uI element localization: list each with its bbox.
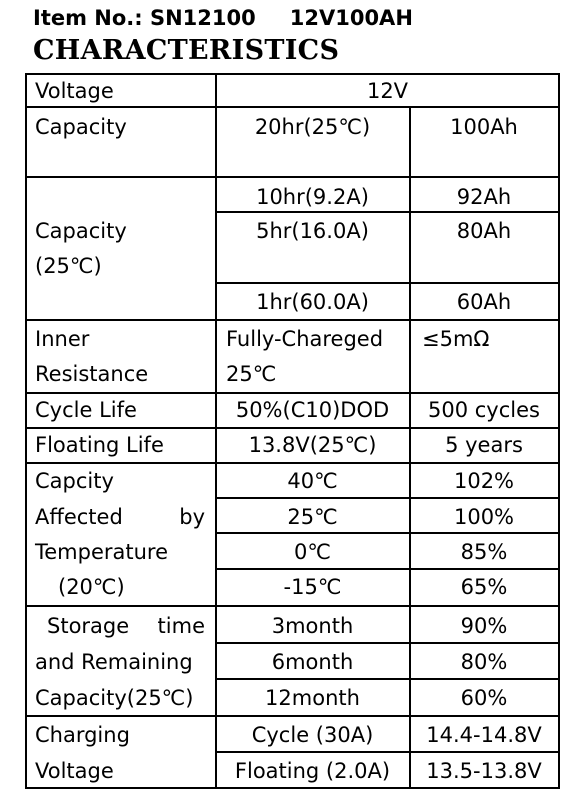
floating-life-value: 5 years	[445, 433, 523, 457]
charging-value: 14.4-14.8V	[426, 723, 542, 747]
item-number: Item No.: SN12100	[33, 6, 256, 30]
floating-life-label: Floating Life	[35, 433, 164, 457]
temperature-condition: 0℃	[294, 540, 331, 564]
capacity25-condition: 5hr(16.0A)	[256, 219, 369, 243]
capacity-label: Capacity	[35, 115, 127, 139]
temperature-value: 65%	[460, 575, 508, 599]
temperature-label-line3: Temperature	[35, 540, 169, 564]
inner-resistance-condition-line1: Fully-Chareged	[226, 327, 384, 351]
row-divider	[25, 392, 560, 394]
storage-condition: 6month	[271, 650, 354, 674]
storage-label-line1: Storage time	[47, 614, 205, 638]
charging-label-line2: Voltage	[35, 759, 114, 783]
temperature-label-line2: Affected by	[35, 505, 205, 529]
charging-condition: Floating (2.0A)	[234, 759, 391, 783]
column-divider	[215, 73, 217, 789]
capacity25-value: 92Ah	[456, 185, 512, 209]
row-divider	[25, 427, 560, 429]
column-divider	[409, 106, 411, 789]
row-divider	[25, 605, 560, 607]
model-spec: 12V100AH	[289, 6, 413, 30]
temperature-label-word: by	[179, 505, 205, 529]
capacity-condition: 20hr(25℃)	[254, 115, 371, 139]
row-divider	[215, 532, 560, 534]
page-title: CHARACTERISTICS	[33, 35, 340, 66]
temperature-label-line1: Capcity	[35, 469, 114, 493]
row-divider	[215, 568, 560, 570]
temperature-value: 85%	[460, 540, 508, 564]
storage-value: 90%	[460, 614, 508, 638]
voltage-label: Voltage	[35, 79, 114, 103]
storage-label-word: time	[157, 614, 205, 638]
capacity-value: 100Ah	[450, 115, 518, 139]
inner-resistance-condition-line2: 25℃	[226, 362, 277, 386]
storage-condition: 3month	[271, 614, 354, 638]
table-border-left	[25, 73, 27, 789]
capacity25-condition: 1hr(60.0A)	[256, 290, 369, 314]
temperature-label-line4: (20℃)	[58, 575, 125, 599]
capacity25-value: 80Ah	[456, 219, 512, 243]
item-number-header: Item No.: SN12100 12V100AH	[33, 6, 413, 30]
temperature-value: 100%	[453, 505, 515, 529]
inner-resistance-label-line1: Inner	[35, 327, 90, 351]
storage-label-word: Storage	[47, 614, 130, 638]
row-divider	[25, 462, 560, 464]
table-border-right	[558, 73, 560, 789]
inner-resistance-value: ≤5mΩ	[422, 327, 490, 351]
row-divider	[215, 751, 560, 753]
temperature-condition: 40℃	[287, 469, 338, 493]
capacity25-condition: 10hr(9.2A)	[256, 185, 369, 209]
temperature-condition: 25℃	[287, 505, 338, 529]
floating-life-condition: 13.8V(25℃)	[248, 433, 377, 457]
row-divider	[25, 715, 560, 717]
inner-resistance-label-line2: Resistance	[35, 362, 149, 386]
row-divider	[215, 678, 560, 680]
row-divider	[215, 642, 560, 644]
storage-condition: 12month	[265, 686, 360, 710]
row-divider	[25, 319, 560, 321]
cycle-life-value: 500 cycles	[428, 398, 540, 422]
table-border-top	[25, 73, 560, 75]
row-divider	[25, 106, 560, 108]
charging-label-line1: Charging	[35, 723, 130, 747]
capacity25-label-line2: (25℃)	[35, 254, 102, 278]
voltage-value: 12V	[366, 79, 409, 103]
cycle-life-label: Cycle Life	[35, 398, 137, 422]
capacity25-value: 60Ah	[456, 290, 512, 314]
table-border-bottom	[25, 787, 560, 789]
capacity25-label-line1: Capacity	[35, 219, 127, 243]
temperature-label-word: Affected	[35, 505, 123, 529]
storage-label-line2: and Remaining	[35, 650, 193, 674]
temperature-value: 102%	[453, 469, 515, 493]
row-divider	[25, 176, 560, 178]
charging-condition: Cycle (30A)	[251, 723, 374, 747]
row-divider	[215, 211, 560, 213]
charging-value: 13.5-13.8V	[426, 759, 542, 783]
row-divider	[215, 282, 560, 284]
row-divider	[215, 497, 560, 499]
storage-value: 80%	[460, 650, 508, 674]
storage-value: 60%	[460, 686, 508, 710]
storage-label-line3: Capacity(25℃)	[35, 686, 194, 710]
temperature-condition: -15℃	[283, 575, 342, 599]
cycle-life-condition: 50%(C10)DOD	[235, 398, 390, 422]
